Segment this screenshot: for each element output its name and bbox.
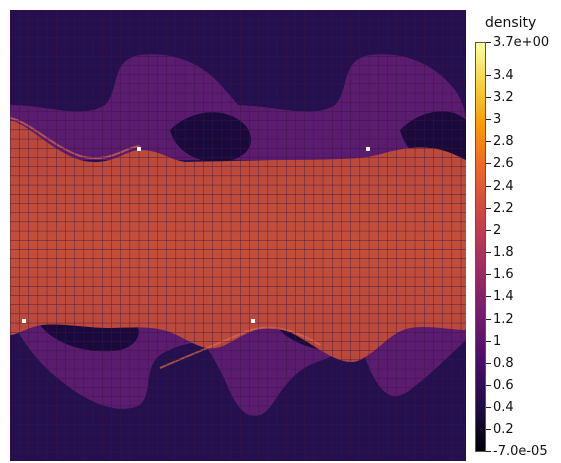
colorbar-tick: 2.8 — [486, 134, 514, 150]
tick-mark — [486, 362, 491, 364]
tick-mark — [486, 318, 491, 320]
colorbar-tick: 0.2 — [486, 422, 514, 438]
colorbar-tick: 1.2 — [486, 311, 514, 327]
tick-mark — [486, 185, 491, 187]
marker-point-3 — [22, 319, 26, 323]
tick-label: 3.4 — [493, 67, 514, 83]
tick-mark — [486, 296, 491, 298]
tick-mark — [486, 96, 491, 98]
colorbar-tick: 0.6 — [486, 378, 514, 394]
tick-mark — [486, 141, 491, 143]
colorbar — [475, 42, 486, 452]
colorbar-tick: 3.7e+00 — [486, 34, 549, 50]
tick-mark — [486, 407, 491, 409]
tick-label: 3 — [493, 112, 502, 128]
tick-mark — [486, 74, 491, 76]
density-field-plot[interactable] — [10, 10, 466, 461]
tick-mark — [486, 119, 491, 121]
tick-mark — [486, 274, 491, 276]
colorbar-tick: 1.8 — [486, 245, 514, 261]
tick-label: 0.2 — [493, 422, 514, 438]
tick-label: 1 — [493, 333, 502, 349]
colorbar-tick: 1.6 — [486, 267, 514, 283]
colorbar-tick: 2.6 — [486, 156, 514, 172]
tick-label: 1.4 — [493, 289, 514, 305]
color-legend: density 3.7e+00 3.4 3.2 3 2.8 2.6 2.4 2.2 2 1.8 1.… — [475, 10, 561, 461]
colorbar-tick: 3 — [486, 112, 501, 128]
mesh-grid-overlay — [10, 10, 466, 461]
colorbar-tick: 0.8 — [486, 355, 514, 371]
colorbar-tick: 3.2 — [486, 89, 514, 105]
colorbar-tick: 2.2 — [486, 200, 514, 216]
tick-label: -7.0e-05 — [493, 444, 548, 460]
tick-label: 2 — [493, 222, 502, 238]
tick-label: 0.8 — [493, 355, 514, 371]
marker-point-1 — [137, 147, 141, 151]
tick-label: 0.6 — [493, 378, 514, 393]
marker-point-2 — [366, 147, 370, 151]
legend-title: density — [485, 15, 537, 31]
tick-label: 1.8 — [493, 245, 514, 261]
tick-mark — [486, 41, 491, 43]
tick-label: 3.2 — [493, 89, 514, 105]
colorbar-tick: 1 — [486, 333, 501, 349]
colorbar-tick: 0.4 — [486, 400, 514, 416]
colorbar-tick: 2.4 — [486, 178, 514, 194]
tick-label: 2.2 — [493, 200, 514, 216]
colorbar-tick: 3.4 — [486, 67, 514, 83]
tick-mark — [486, 429, 491, 431]
tick-label: 3.7e+00 — [493, 34, 550, 50]
tick-mark — [486, 340, 491, 342]
tick-label: 0.4 — [493, 400, 514, 416]
tick-mark — [486, 385, 491, 386]
tick-label: 1.2 — [493, 311, 514, 327]
colorbar-tick: 2 — [486, 222, 501, 238]
tick-mark — [486, 451, 491, 453]
colorbar-tick: -7.0e-05 — [486, 444, 548, 460]
tick-mark — [486, 229, 491, 231]
colorbar-tick: 1.4 — [486, 289, 514, 305]
tick-label: 2.4 — [493, 178, 514, 194]
tick-label: 2.8 — [493, 134, 514, 150]
tick-mark — [486, 252, 491, 254]
marker-point-4 — [251, 319, 255, 323]
tick-label: 1.6 — [493, 267, 514, 283]
density-field-svg — [10, 10, 466, 461]
tick-mark — [486, 163, 491, 165]
tick-label: 2.6 — [493, 156, 514, 172]
tick-mark — [486, 207, 491, 209]
